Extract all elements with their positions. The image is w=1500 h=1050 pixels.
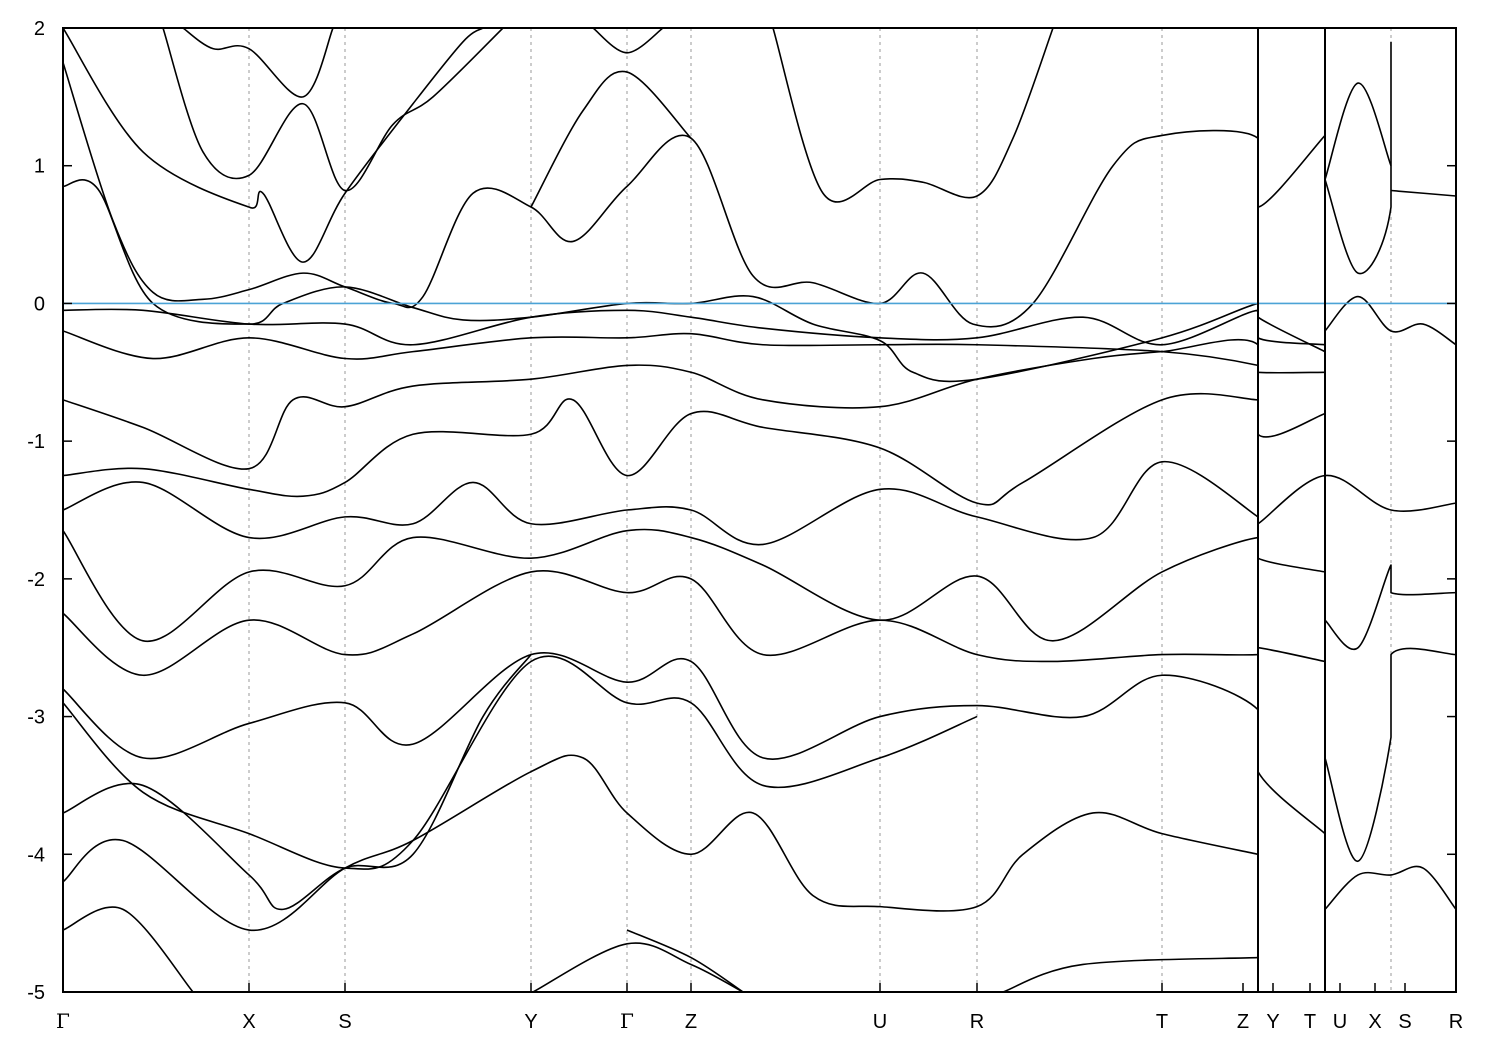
band-25 [1324,41,1392,275]
x-tick-label: Y [1266,1011,1279,1033]
symmetry-gridlines [248,28,1392,992]
y-tick-label: 1 [34,156,45,178]
x-tick-label: S [338,1011,351,1033]
band-29 [1324,647,1456,862]
band-16 [63,652,1326,835]
x-tick-label: R [970,1011,984,1033]
band-14 [63,528,1326,642]
x-tick-label: T [1304,1011,1316,1033]
band-30 [1324,865,1456,910]
y-tick-label: -2 [27,569,45,591]
bands [63,28,1456,992]
band-6 [162,28,504,192]
x-tick-label: Y [524,1011,537,1033]
band-9 [530,70,692,208]
band-22 [626,929,744,992]
y-tick-label: -5 [27,982,45,1004]
band-12 [63,392,1259,506]
x-tick-label: Γ [620,1009,634,1033]
band-7 [182,28,334,98]
band-28 [1324,564,1456,651]
y-tick-label: -1 [27,431,45,453]
x-tick-label: Z [685,1011,697,1033]
band-17 [63,655,978,870]
plot-frame [62,27,1457,993]
band-2 [63,179,1326,383]
band-26 [1390,189,1456,197]
band-13 [63,460,1456,546]
y-tick-label: 2 [34,18,45,40]
band-15 [63,570,1326,677]
x-tick-label: Z [1237,1011,1249,1033]
x-tick-label: T [1156,1011,1168,1033]
x-tick-label: Γ [56,1009,70,1033]
band-21 [532,942,744,992]
band-8 [592,28,664,54]
y-tick-label: 0 [34,293,45,315]
band-24 [1324,82,1392,180]
band-3 [63,308,1326,346]
x-tick-label: R [1449,1011,1463,1033]
band-18 [63,754,1259,931]
x-tick-label: X [242,1011,255,1033]
band-4 [63,330,1326,374]
x-tick-label: U [873,1011,887,1033]
x-tick-label: X [1368,1011,1381,1033]
band-10 [772,28,1054,203]
y-axis: 2 1 0 -1 -2 -3 -4 -5 [27,18,1456,1004]
x-tick-label: U [1333,1011,1347,1033]
band-11 [63,338,1326,470]
path-breaks [1257,28,1326,992]
band-5 [63,28,484,263]
y-tick-label: -4 [27,844,45,866]
band-20 [63,906,194,992]
band-1 [63,62,1326,328]
y-tick-label: -3 [27,707,45,729]
band-19 [63,654,532,911]
band-23 [1002,956,1259,992]
x-tick-label: S [1398,1011,1411,1033]
